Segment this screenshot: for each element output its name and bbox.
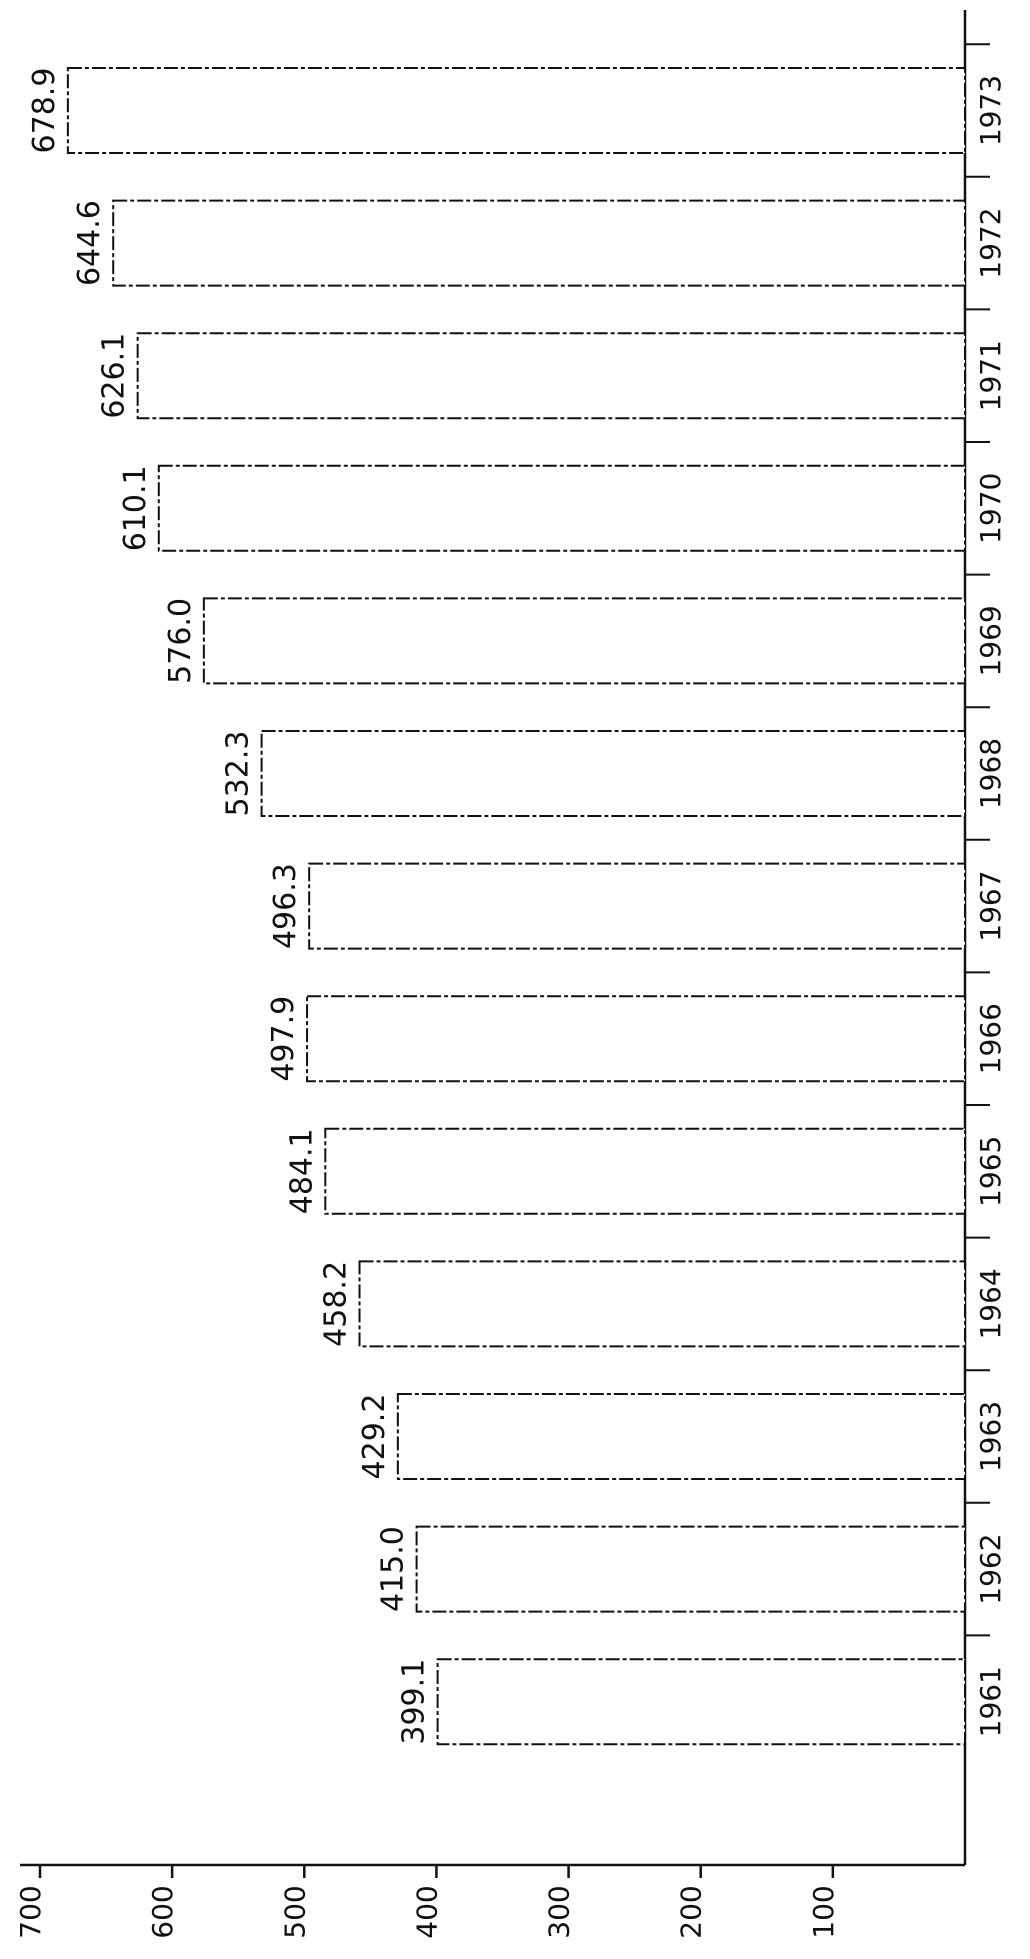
value-ticks-group: 100 200 300 400 500 600 700 (14, 1865, 840, 1939)
bar-value-label: 429.2 (357, 1394, 392, 1480)
bar-value-label: 610.1 (118, 465, 153, 551)
category-label-1972: 1972 (974, 207, 1007, 278)
bar-value-label: 644.6 (72, 200, 107, 286)
value-tick-label: 500 (278, 1885, 311, 1938)
category-label-1970: 1970 (974, 473, 1007, 544)
bar-1963 (396, 1393, 967, 1480)
bar-1968 (260, 730, 966, 817)
value-tick-label: 100 (807, 1885, 840, 1938)
value-tick-label: 300 (543, 1885, 576, 1938)
value-tick-label: 400 (410, 1885, 443, 1938)
bar-value-label: 484.1 (284, 1128, 319, 1214)
category-label-1964: 1964 (974, 1268, 1007, 1339)
bars-group: 678.9 1973 644.6 1972 626.1 1971 610.1 1970 576.… (27, 43, 1007, 1746)
category-label-1967: 1967 (974, 870, 1007, 941)
bar-1972 (112, 199, 966, 287)
bar-value-label: 532.3 (221, 731, 256, 817)
category-label-1962: 1962 (974, 1533, 1007, 1604)
value-tick-label: 200 (675, 1885, 708, 1938)
bar-1962 (415, 1525, 967, 1613)
bar-value-label: 415.0 (376, 1526, 411, 1612)
bar-1970 (157, 464, 966, 552)
bar-value-label: 399.1 (397, 1659, 432, 1745)
bar-1967 (308, 862, 966, 950)
bar-value-label: 497.9 (266, 996, 301, 1082)
value-tick-label: 700 (14, 1885, 47, 1938)
bar-1966 (306, 995, 966, 1083)
category-label-1968: 1968 (974, 738, 1007, 809)
bar-1971 (136, 332, 966, 420)
category-label-1973: 1973 (974, 75, 1007, 146)
bar-value-label: 458.2 (319, 1261, 354, 1347)
category-label-1965: 1965 (974, 1136, 1007, 1207)
bar-value-label: 678.9 (27, 68, 62, 154)
category-label-1969: 1969 (974, 605, 1007, 676)
category-label-1961: 1961 (974, 1666, 1007, 1737)
value-tick-label: 600 (146, 1885, 179, 1938)
bar-1964 (358, 1260, 966, 1348)
bar-value-label: 576.0 (163, 598, 198, 684)
category-label-1963: 1963 (974, 1401, 1007, 1472)
bar-value-label: 496.3 (268, 863, 303, 949)
category-label-1971: 1971 (974, 340, 1007, 411)
bar-value-label: 626.1 (97, 333, 132, 419)
category-label-1966: 1966 (974, 1003, 1007, 1074)
bar-1969 (202, 597, 967, 685)
bar-1965 (324, 1127, 966, 1215)
bar-1961 (436, 1658, 966, 1746)
bar-1973 (66, 67, 966, 154)
